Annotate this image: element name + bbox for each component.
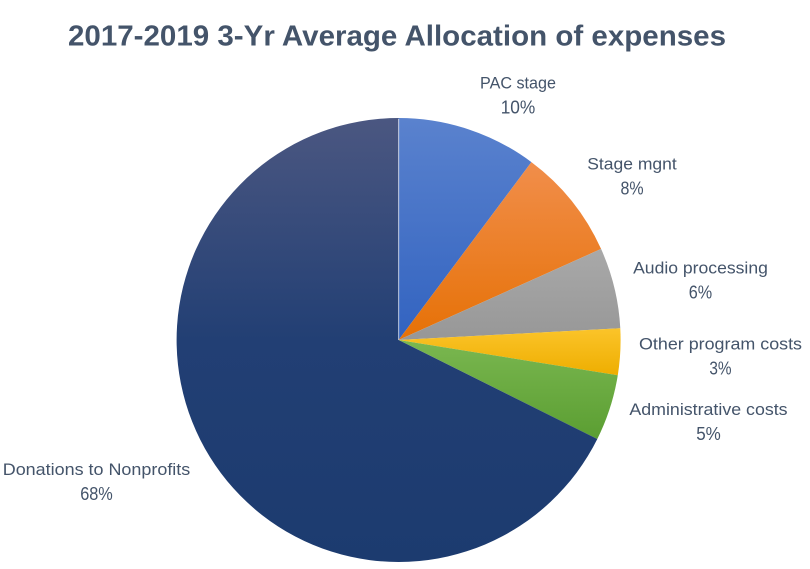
svg-text:Other program costs: Other program costs <box>639 335 802 354</box>
svg-text:Stage mgnt: Stage mgnt <box>587 155 677 174</box>
svg-text:5%: 5% <box>696 423 721 444</box>
svg-text:10%: 10% <box>501 97 536 118</box>
svg-text:3%: 3% <box>709 358 731 379</box>
svg-text:Administrative costs: Administrative costs <box>629 400 787 419</box>
svg-text:Donations to Nonprofits: Donations to Nonprofits <box>3 460 191 479</box>
svg-text:6%: 6% <box>689 281 712 302</box>
svg-text:Audio processing: Audio processing <box>633 258 768 277</box>
svg-text:2017-2019 3-Yr Average Allocat: 2017-2019 3-Yr Average Allocation of exp… <box>68 21 726 53</box>
svg-text:68%: 68% <box>80 483 113 504</box>
svg-text:PAC stage: PAC stage <box>480 74 556 93</box>
svg-text:8%: 8% <box>620 178 643 199</box>
